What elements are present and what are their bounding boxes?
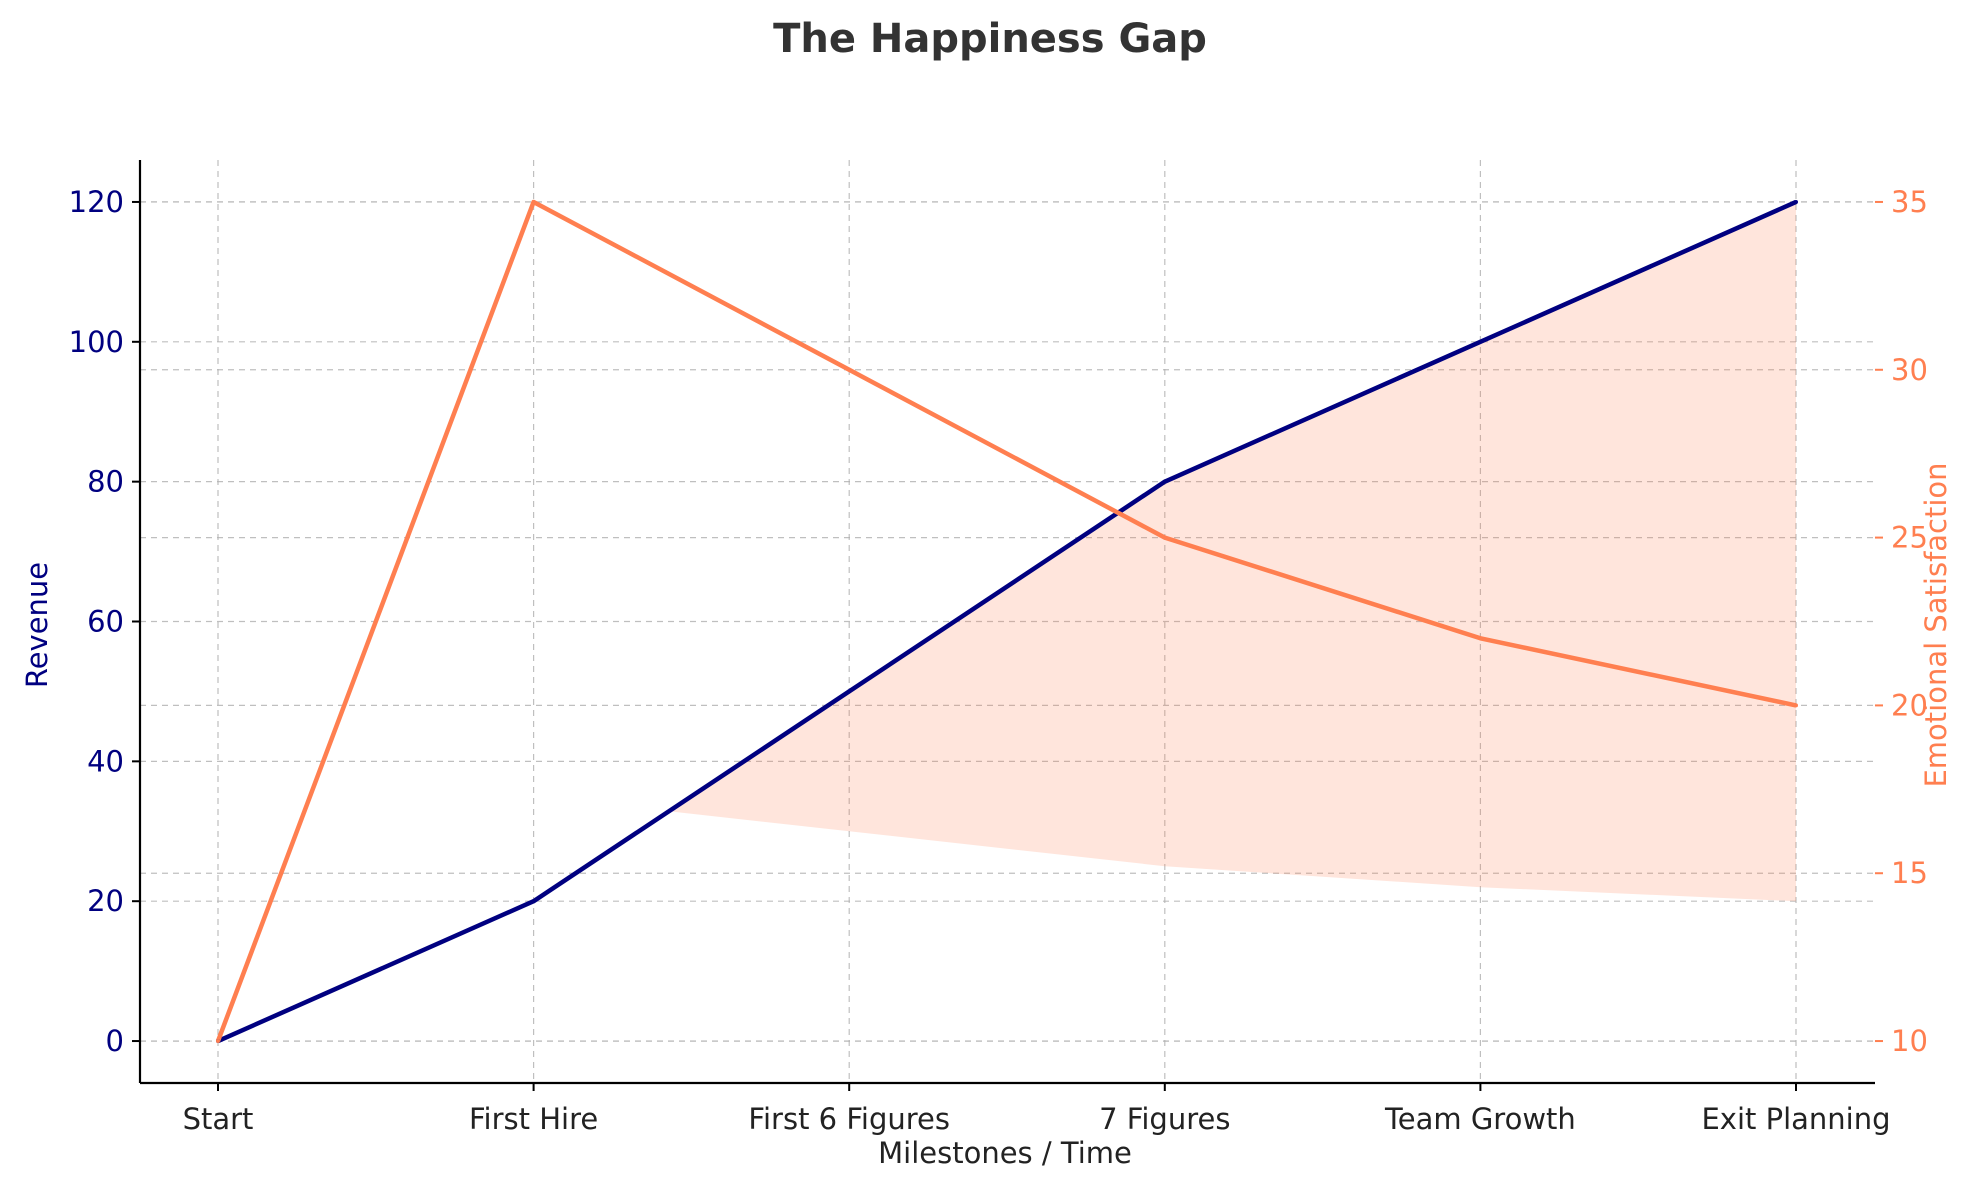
emotional-satisfaction-point <box>1162 535 1167 540</box>
y-left-tick-label: 20 <box>87 884 124 918</box>
emotional-satisfaction-point <box>847 367 852 372</box>
emotional-satisfaction-line <box>215 199 1797 1042</box>
x-tick-label: 7 Figures <box>1099 1102 1230 1136</box>
x-tick-label: Team Growth <box>1384 1102 1576 1136</box>
y-right-tick-label: 30 <box>1891 353 1928 387</box>
y-left-tick-label: 80 <box>87 465 124 499</box>
emotional-satisfaction-point <box>1478 636 1483 641</box>
x-tick-label: Start <box>183 1102 254 1136</box>
x-tick-label: First Hire <box>469 1102 598 1136</box>
y-right-tick-label: 15 <box>1891 856 1928 890</box>
y-left-tick-label: 60 <box>87 605 124 639</box>
y-left-tick-label: 120 <box>69 185 124 219</box>
revenue-point <box>1794 199 1798 204</box>
y-left-axis-label: Revenue <box>20 562 54 688</box>
y-right-tick-label: 25 <box>1891 521 1928 555</box>
chart-title: The Happiness Gap <box>773 16 1207 62</box>
plot-area: Start First Hire First 6 Figures 7 Figures T… <box>69 160 1928 1136</box>
emotional-satisfaction-point <box>216 1039 220 1044</box>
revenue-point <box>531 899 536 904</box>
y-left-tick-label: 100 <box>69 325 124 359</box>
revenue-line <box>217 199 1797 1044</box>
y-left-tick-label: 40 <box>87 744 124 778</box>
x-tick-label: First 6 Figures <box>748 1102 950 1136</box>
revenue-point <box>1478 339 1483 344</box>
gap-fill-area <box>668 201 1796 902</box>
revenue-point <box>847 689 852 694</box>
emotional-satisfaction-point <box>1794 703 1798 708</box>
x-axis-label: Milestones / Time <box>878 1136 1132 1170</box>
y-left-tick-label: 0 <box>106 1024 124 1058</box>
emotional-satisfaction-point <box>531 199 536 204</box>
y-right-tick-label: 35 <box>1891 185 1928 219</box>
y-right-tick-label: 20 <box>1891 688 1928 722</box>
y-right-tick-label: 10 <box>1891 1024 1928 1058</box>
x-tick-label: Exit Planning <box>1701 1102 1890 1136</box>
revenue-point <box>1162 479 1167 484</box>
y-right-axis-label: Emotional Satisfaction <box>1919 462 1953 787</box>
